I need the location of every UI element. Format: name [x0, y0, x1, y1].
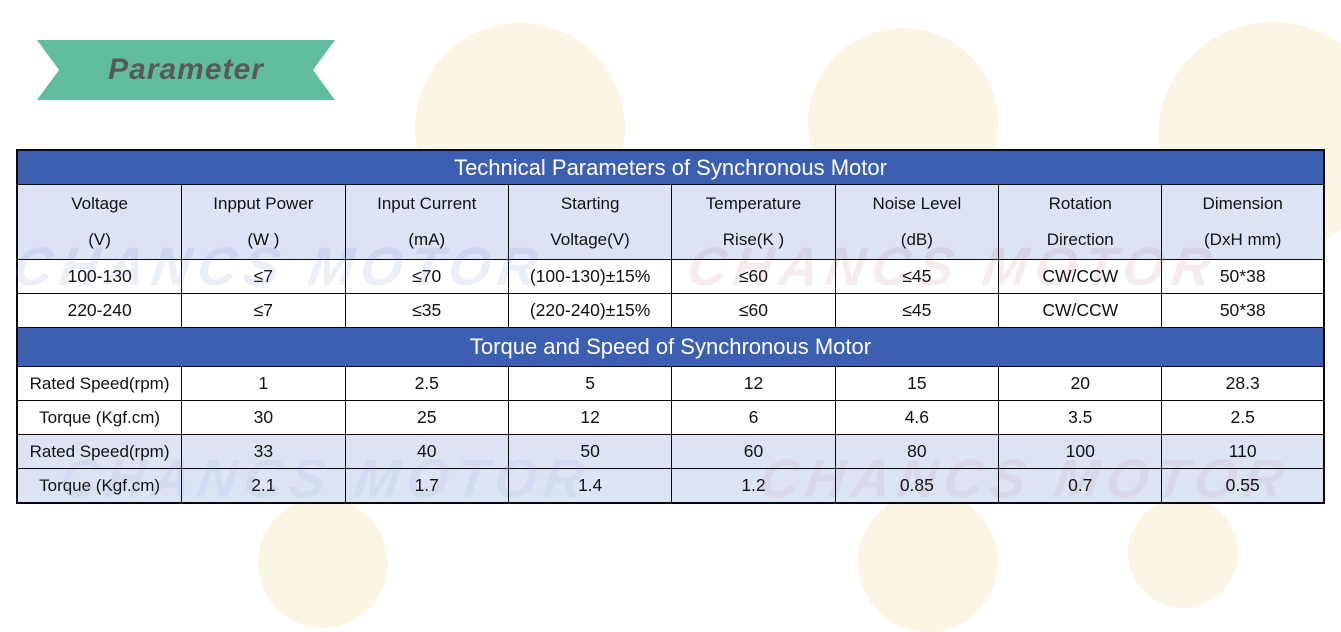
table-cell: (220-240)±15% — [507, 293, 673, 328]
parameter-ribbon: Parameter — [37, 40, 335, 100]
table-cell: 33 — [181, 434, 346, 469]
table-cell: 1.4 — [507, 468, 673, 504]
column-header-line2: Voltage(V) — [550, 230, 630, 249]
table-cell: 28.3 — [1161, 366, 1325, 401]
section2-title: Torque and Speed of Synchronous Motor — [16, 327, 1325, 367]
table-cell: CW/CCW — [998, 259, 1163, 294]
table-cell: 1.2 — [671, 468, 836, 504]
column-header-line1: Dimension — [1202, 194, 1283, 213]
table-cell: 2.5 — [344, 366, 509, 401]
table-cell: CW/CCW — [998, 293, 1163, 328]
paper-plane-icon — [95, 537, 220, 552]
table-cell: 2.1 — [181, 468, 346, 504]
table-cell: 0.55 — [1161, 468, 1325, 504]
column-header-line1: Temperature — [705, 194, 802, 213]
table-cell: 15 — [834, 366, 1000, 401]
table-cell: 3.5 — [998, 400, 1163, 435]
table-cell: ≤60 — [671, 293, 836, 328]
column-header-line1: Starting — [560, 194, 620, 213]
table-cell: ≤7 — [181, 259, 346, 294]
row-label: Rated Speed(rpm) — [16, 366, 183, 401]
torque-row: Rated Speed(rpm) 1 2.5 5 12 15 20 28.3 — [16, 366, 1325, 401]
table-cell: 100 — [998, 434, 1163, 469]
section2-title-row: Torque and Speed of Synchronous Motor — [16, 327, 1325, 367]
table-cell: ≤45 — [834, 293, 1000, 328]
column-header-1: Inpput Power (W ) — [181, 184, 346, 260]
column-header-line1: Voltage — [71, 194, 128, 213]
ribbon-label: Parameter — [108, 53, 264, 86]
row-label: Rated Speed(rpm) — [16, 434, 183, 469]
table-cell: 12 — [671, 366, 836, 401]
yellow-circle-watermark — [858, 492, 998, 632]
table-cell: ≤70 — [344, 259, 509, 294]
table-cell: 1.7 — [344, 468, 509, 504]
column-header-line1: Rotation — [1048, 194, 1112, 213]
column-header-line2: Rise(K ) — [722, 230, 785, 249]
column-header-0: Voltage (V) — [16, 184, 183, 260]
column-header-2: Input Current (mA) — [344, 184, 509, 260]
torque-row: Torque (Kgf.cm) 30 25 12 6 4.6 3.5 2.5 — [16, 400, 1325, 435]
table-cell: 0.7 — [998, 468, 1163, 504]
table-cell: 12 — [507, 400, 673, 435]
tech-row: 220-240 ≤7 ≤35 (220-240)±15% ≤60 ≤45 CW/CCW 50*… — [16, 293, 1325, 328]
column-header-6: Rotation Direction — [998, 184, 1163, 260]
table-cell: ≤45 — [834, 259, 1000, 294]
table-cell: 25 — [344, 400, 509, 435]
table-cell: 2.5 — [1161, 400, 1325, 435]
column-header-line2: (mA) — [408, 230, 446, 249]
table-cell: 40 — [344, 434, 509, 469]
table-cell: 50*38 — [1161, 293, 1325, 328]
table-cell: 6 — [671, 400, 836, 435]
column-header-line2: (DxH mm) — [1204, 230, 1282, 249]
column-header-row: Voltage (V) Inpput Power (W ) Input Current(… — [16, 184, 1325, 260]
column-header-3: Starting Voltage(V) — [507, 184, 673, 260]
column-header-line2: Direction — [1046, 230, 1114, 249]
table-cell: 1 — [181, 366, 346, 401]
column-header-5: Noise Level (dB) — [834, 184, 1000, 260]
section1-title-row: Technical Parameters of Synchronous Moto… — [16, 149, 1325, 185]
column-header-line2: (V) — [88, 230, 111, 249]
table-cell: 0.85 — [834, 468, 1000, 504]
yellow-circle-watermark — [258, 498, 388, 628]
torque-row: Torque (Kgf.cm) 2.1 1.7 1.4 1.2 0.85 0.7 0.55 — [16, 468, 1325, 504]
column-header-line2: (W ) — [247, 230, 280, 249]
table-cell: ≤35 — [344, 293, 509, 328]
paper-plane-icon — [700, 535, 900, 552]
torque-row: Rated Speed(rpm) 33 40 50 60 80 100 110 — [16, 434, 1325, 469]
paper-plane-icon — [188, 534, 438, 552]
table-cell: ≤7 — [181, 293, 346, 328]
table-cell: 50 — [507, 434, 673, 469]
table-cell: 20 — [998, 366, 1163, 401]
table-cell: ≤60 — [671, 259, 836, 294]
column-header-line2: (dB) — [900, 230, 933, 249]
table-cell: 100-130 — [16, 259, 183, 294]
column-header-line1: Input Current — [377, 194, 477, 213]
table-cell: 110 — [1161, 434, 1325, 469]
column-header-line1: Inpput Power — [213, 194, 314, 213]
yellow-circle-watermark — [1128, 498, 1238, 608]
table-cell: (100-130)±15% — [507, 259, 673, 294]
column-header-line1: Noise Level — [872, 194, 962, 213]
table-cell: 50*38 — [1161, 259, 1325, 294]
table-cell: 80 — [834, 434, 1000, 469]
table-cell: 4.6 — [834, 400, 1000, 435]
table-cell: 30 — [181, 400, 346, 435]
column-header-7: Dimension (DxH mm) — [1161, 184, 1325, 260]
section1-title: Technical Parameters of Synchronous Moto… — [16, 149, 1325, 185]
row-label: Torque (Kgf.cm) — [16, 400, 183, 435]
technical-rows: 100-130 ≤7 ≤70 (100-130)±15% ≤60 ≤45 CW/CCW 50*… — [16, 259, 1325, 328]
tech-row: 100-130 ≤7 ≤70 (100-130)±15% ≤60 ≤45 CW/CCW 50*… — [16, 259, 1325, 294]
table-cell: 220-240 — [16, 293, 183, 328]
table-cell: 5 — [507, 366, 673, 401]
column-header-4: Temperature Rise(K ) — [671, 184, 836, 260]
torque-speed-rows: Rated Speed(rpm) 1 2.5 5 12 15 20 28.3 Torque (K… — [16, 366, 1325, 504]
table-cell: 60 — [671, 434, 836, 469]
row-label: Torque (Kgf.cm) — [16, 468, 183, 504]
spec-table: Technical Parameters of Synchronous Moto… — [16, 149, 1325, 504]
